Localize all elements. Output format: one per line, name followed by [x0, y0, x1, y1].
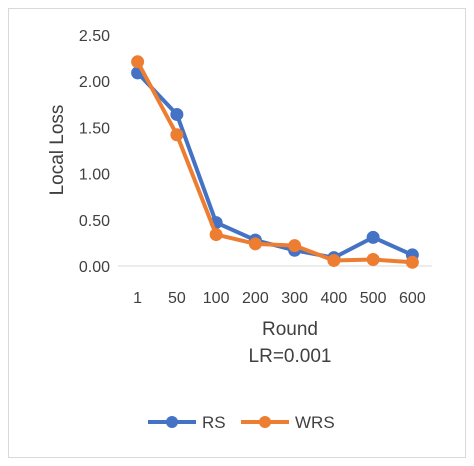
x-tick-label: 600 [399, 290, 426, 307]
series-line-rs [135, 70, 415, 260]
series-rs [131, 66, 419, 265]
y-tick-label: 2.50 [79, 28, 110, 45]
data-point-wrs [366, 253, 380, 267]
x-tick-label: 400 [321, 290, 348, 307]
y-tick-label: 1.00 [79, 167, 110, 184]
data-point-wrs [288, 239, 302, 253]
y-axis-label: Local Loss [47, 105, 68, 196]
x-tick-label: 300 [281, 290, 308, 307]
x-tick-label: 1 [133, 290, 142, 307]
x-tick-label: 500 [360, 290, 387, 307]
data-point-wrs [248, 237, 262, 251]
data-point-wrs [209, 228, 223, 242]
legend-swatch-marker [259, 416, 271, 428]
x-tick-label: 100 [203, 290, 230, 307]
y-tick-label: 0.00 [79, 259, 110, 276]
y-tick-label: 1.50 [79, 120, 110, 137]
data-point-rs [170, 107, 184, 121]
chart-subtitle: LR=0.001 [249, 346, 332, 367]
x-axis-label: Round [262, 319, 318, 340]
legend-label: RS [202, 413, 226, 432]
data-point-wrs [170, 128, 184, 142]
series-wrs [131, 55, 419, 269]
data-point-wrs [327, 253, 341, 267]
legend-item-rs: RS [148, 413, 226, 432]
series-line-wrs [135, 59, 415, 265]
legend-label: WRS [295, 413, 335, 432]
y-tick-label: 0.50 [79, 213, 110, 230]
legend-item-wrs: WRS [241, 413, 335, 432]
legend-swatch-marker [166, 416, 178, 428]
x-tick-label: 200 [242, 290, 269, 307]
data-point-rs [366, 230, 380, 244]
data-point-wrs [405, 255, 419, 269]
x-tick-label: 50 [168, 290, 186, 307]
y-tick-label: 2.00 [79, 74, 110, 91]
data-point-wrs [131, 55, 145, 69]
